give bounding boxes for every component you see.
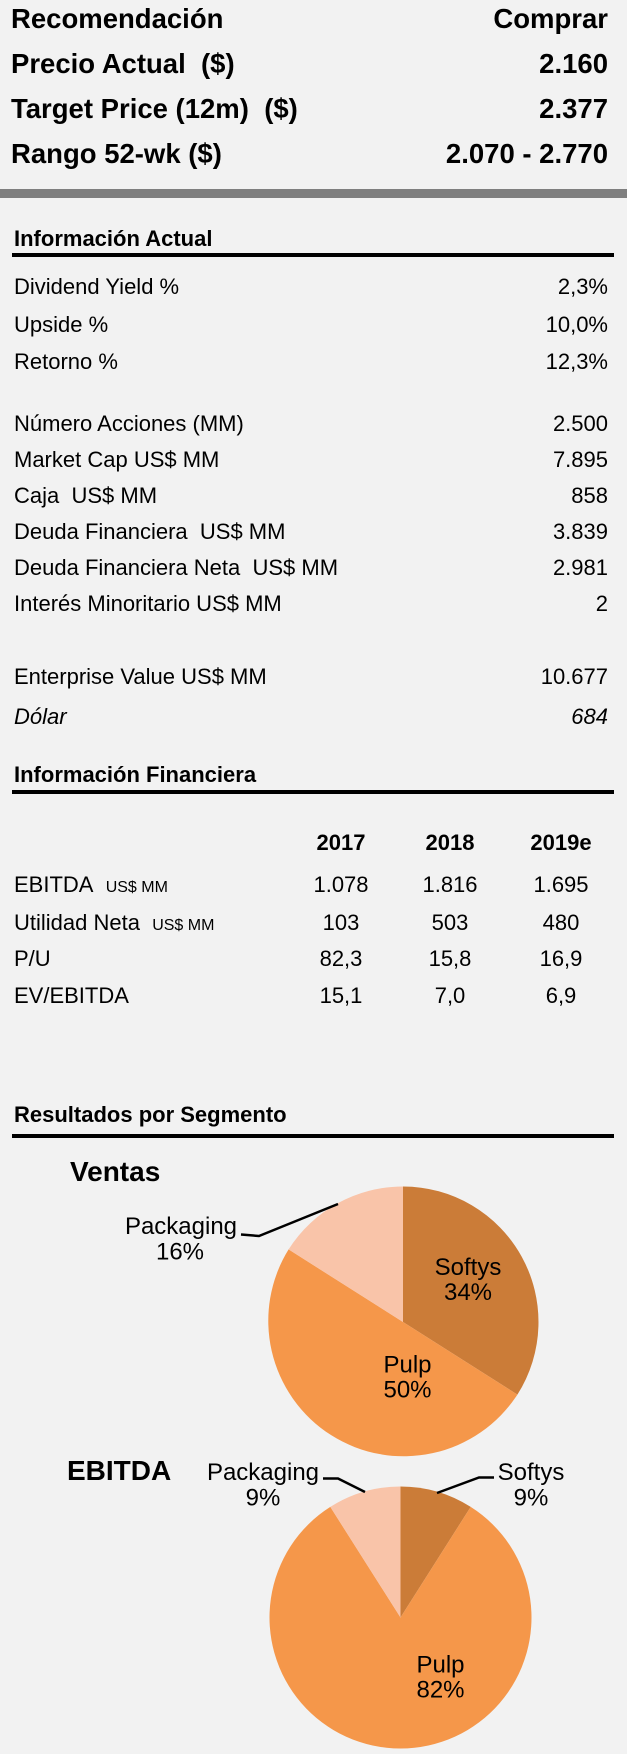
svg-text:Packaging: Packaging: [207, 1459, 319, 1486]
svg-text:34%: 34%: [444, 1279, 492, 1306]
svg-text:Softys: Softys: [435, 1254, 502, 1281]
svg-text:50%: 50%: [383, 1376, 431, 1403]
svg-text:Pulp: Pulp: [383, 1351, 431, 1378]
svg-text:9%: 9%: [514, 1485, 549, 1512]
svg-text:Packaging: Packaging: [125, 1213, 237, 1240]
svg-text:9%: 9%: [246, 1485, 281, 1512]
svg-text:Pulp: Pulp: [416, 1651, 464, 1678]
svg-text:82%: 82%: [416, 1676, 464, 1703]
svg-text:16%: 16%: [156, 1239, 204, 1266]
svg-text:Softys: Softys: [498, 1459, 565, 1486]
